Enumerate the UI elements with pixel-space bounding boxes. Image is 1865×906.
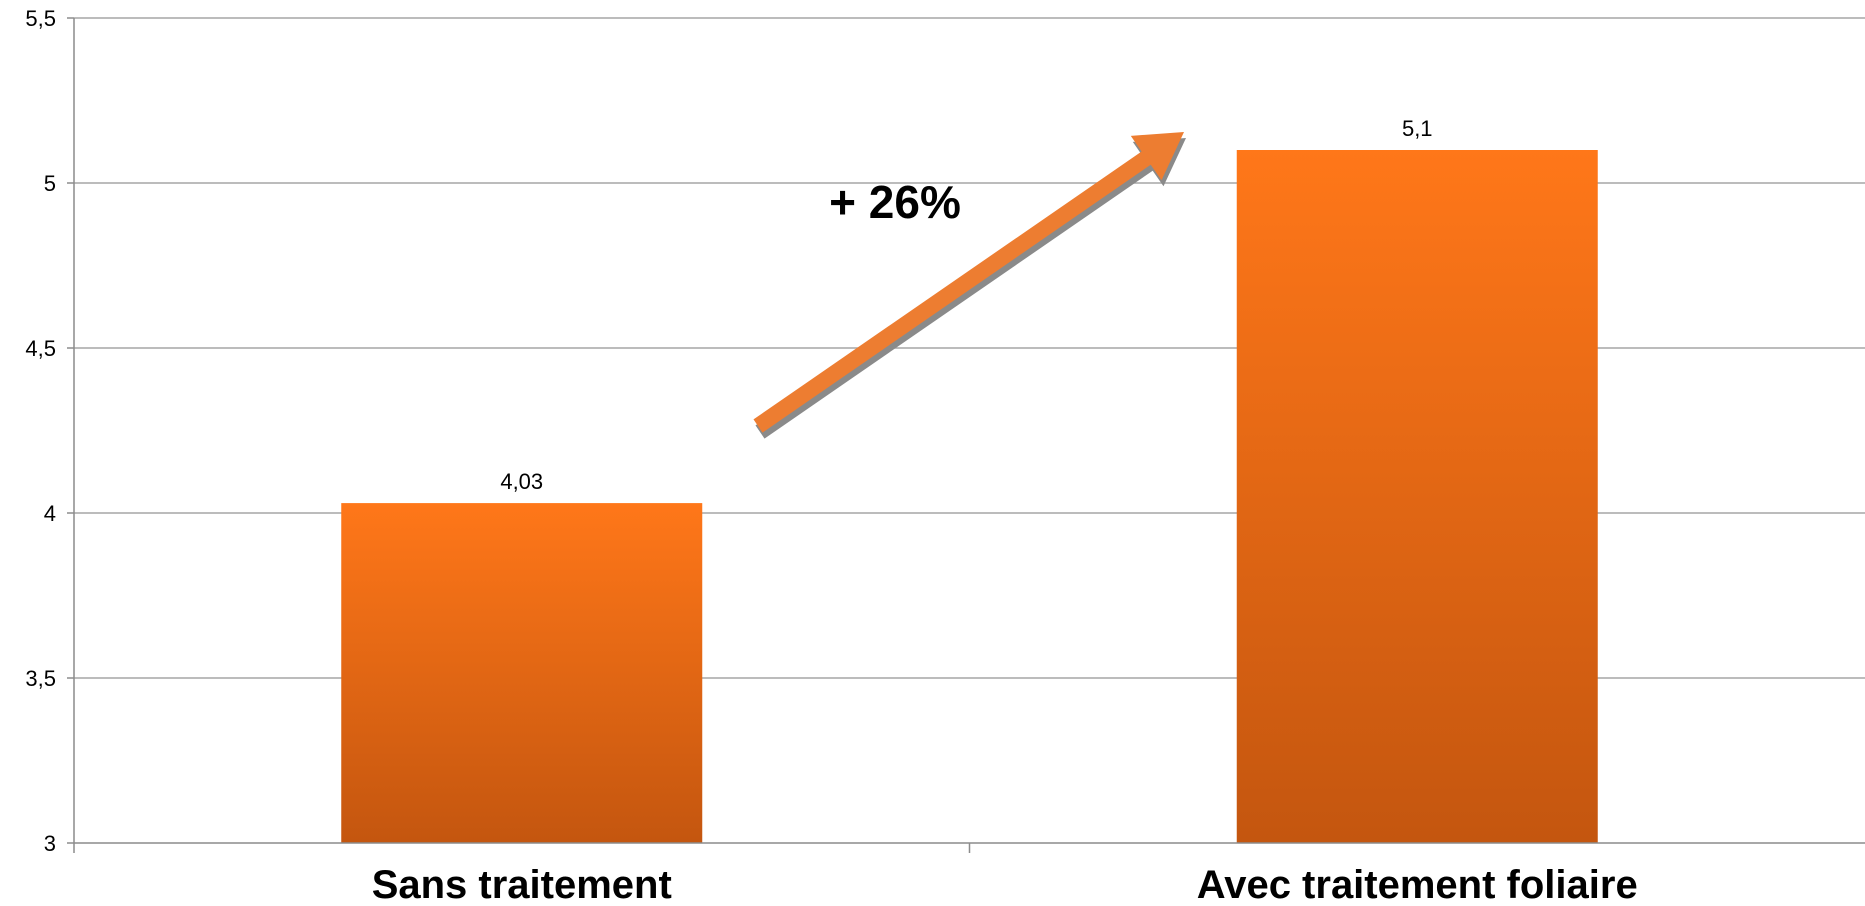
x-category-label: Sans traitement	[372, 863, 672, 906]
bar-value-label: 4,03	[500, 469, 543, 494]
growth-annotation-label: + 26%	[829, 176, 961, 228]
x-category-label: Avec traitement foliaire	[1197, 863, 1638, 906]
bar	[1236, 150, 1598, 843]
bars	[341, 150, 1598, 843]
bar-value-label: 5,1	[1402, 116, 1433, 141]
axes	[67, 17, 1865, 853]
y-tick-label: 5	[44, 171, 56, 196]
growth-annotation: + 26%	[753, 132, 1186, 439]
y-tick-label: 3,5	[25, 666, 56, 691]
y-tick-label: 4,5	[25, 336, 56, 361]
y-tick-label: 5,5	[25, 6, 56, 31]
y-tick-label: 3	[44, 831, 56, 856]
y-tick-label: 4	[44, 501, 56, 526]
growth-arrow-icon	[753, 132, 1184, 433]
labels: 3 3,5 4 4,5 5 5,5 4,03 Sans traitement 5,1 Avec t…	[25, 6, 1637, 906]
bar	[341, 503, 703, 843]
